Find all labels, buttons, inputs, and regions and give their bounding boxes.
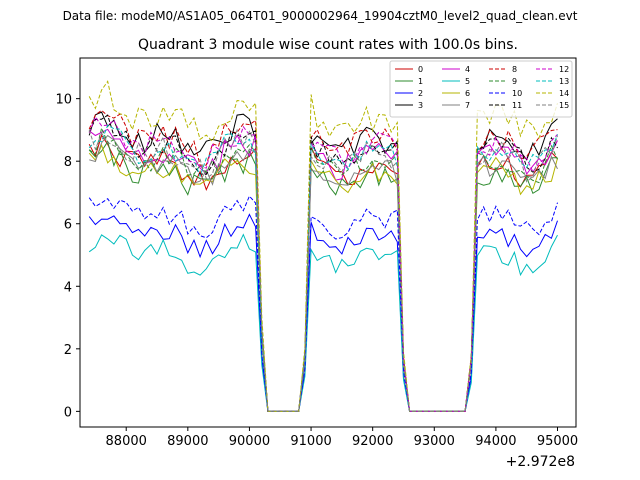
legend-label: 6 — [465, 89, 470, 98]
x-tick-label: 88000 — [106, 434, 147, 449]
legend-label: 12 — [559, 65, 569, 74]
series-line-4 — [88, 128, 558, 412]
series-line-1 — [88, 140, 558, 412]
x-tick-label: 92000 — [352, 434, 393, 449]
series-line-7 — [89, 134, 558, 412]
x-tick-label: 95000 — [537, 434, 578, 449]
y-axis-ticks: 0 2 4 6 8 10 — [55, 93, 80, 420]
y-tick-label: 8 — [64, 155, 72, 170]
legend-label: 4 — [465, 65, 470, 74]
x-offset-label: +2.972e8 — [506, 454, 575, 470]
legend-label: 8 — [512, 65, 517, 74]
series-line-15 — [88, 128, 558, 412]
y-tick-label: 4 — [64, 280, 72, 295]
chart-title: Quadrant 3 module wise count rates with … — [138, 37, 518, 53]
legend-label: 2 — [418, 89, 423, 98]
legend-label: 7 — [465, 101, 470, 110]
legend-label: 13 — [559, 77, 569, 86]
x-tick-label: 93000 — [414, 434, 455, 449]
plot-area — [79, 57, 577, 428]
legend-label: 10 — [512, 89, 522, 98]
legend-label: 5 — [465, 77, 470, 86]
series-line-5 — [88, 233, 558, 412]
x-tick-label: 91000 — [290, 434, 331, 449]
chart-suptitle: Data file: modeM0/AS1A05_064T01_90000029… — [63, 9, 578, 23]
legend-label: 15 — [559, 101, 569, 110]
series-layer — [88, 80, 558, 412]
y-tick-label: 10 — [55, 93, 72, 108]
series-line-6 — [88, 143, 558, 412]
legend-label: 9 — [512, 77, 517, 86]
legend-label: 14 — [559, 89, 569, 98]
x-axis-ticks: 88000 89000 90000 91000 92000 93000 94000 95000 — [106, 427, 578, 449]
legend-label: 11 — [512, 101, 522, 110]
x-tick-label: 90000 — [229, 434, 270, 449]
legend-box — [389, 60, 573, 118]
legend-label: 3 — [418, 101, 423, 110]
series-line-11 — [88, 114, 558, 412]
y-tick-label: 6 — [64, 218, 72, 233]
series-line-10 — [88, 195, 558, 412]
x-tick-label: 89000 — [167, 434, 208, 449]
series-line-12 — [88, 115, 558, 412]
series-line-2 — [88, 213, 558, 412]
legend-label: 1 — [418, 77, 423, 86]
y-tick-label: 0 — [64, 405, 72, 420]
y-tick-label: 2 — [64, 343, 72, 358]
x-tick-label: 94000 — [475, 434, 516, 449]
legend-label: 0 — [418, 65, 423, 74]
series-line-13 — [88, 124, 558, 412]
